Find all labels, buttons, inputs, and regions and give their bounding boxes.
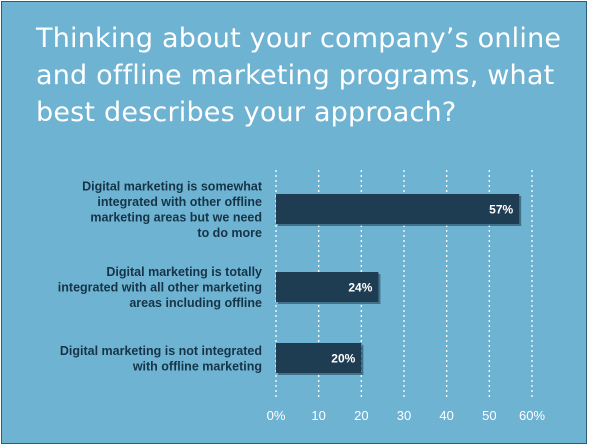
category-label-line: integrated with other offline: [97, 195, 262, 209]
chart-title: Thinking about your company’s online and…: [36, 23, 562, 128]
bar-value-label: 24%: [348, 281, 372, 295]
category-label: Digital marketing is not integrated with …: [60, 344, 262, 374]
category-label-line: to do more: [197, 226, 262, 240]
x-tick-label: 60%: [519, 408, 545, 423]
category-label: Digital marketing is totally integrated w…: [58, 265, 262, 310]
x-tick-label: 30: [397, 408, 411, 423]
category-label-line: marketing areas but we need: [90, 210, 262, 224]
x-tick-label: 0%: [267, 408, 286, 423]
category-label-line: Digital marketing is somewhat: [82, 179, 263, 193]
category-label-line: with offline marketing: [132, 359, 262, 373]
bar: [276, 272, 379, 302]
bar-chart: 0% 10 20 30 40 50 60% 57% Digital marketing is s…: [58, 170, 545, 423]
bar-value-label: 20%: [331, 352, 355, 366]
category-label-line: Digital marketing is totally: [106, 265, 262, 279]
bar: [276, 194, 520, 224]
category-label: Digital marketing is somewhat integrated …: [82, 179, 263, 240]
x-tick-label: 50: [482, 408, 496, 423]
bar: [276, 343, 362, 373]
category-label-line: Digital marketing is not integrated: [60, 344, 262, 358]
bar-value-label: 57%: [489, 203, 513, 217]
x-tick-label: 20: [354, 408, 368, 423]
category-label-line: areas including offline: [129, 296, 262, 310]
x-tick-label: 40: [439, 408, 453, 423]
x-tick-label: 10: [311, 408, 325, 423]
category-label-line: integrated with all other marketing: [58, 281, 262, 295]
